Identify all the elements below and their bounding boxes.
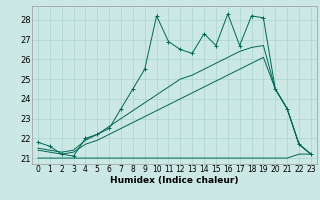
X-axis label: Humidex (Indice chaleur): Humidex (Indice chaleur) bbox=[110, 176, 239, 185]
